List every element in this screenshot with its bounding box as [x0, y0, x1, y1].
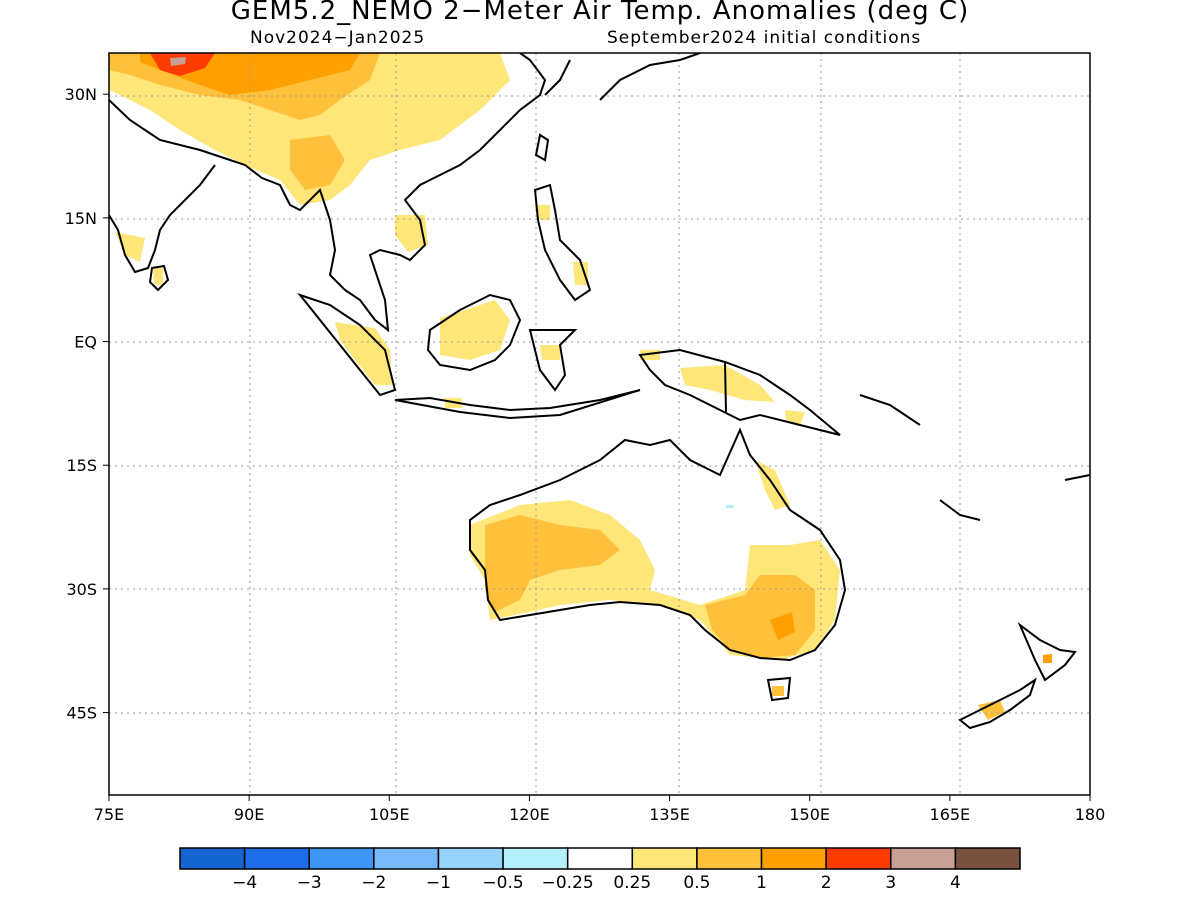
- border-png: [724, 361, 727, 413]
- anomaly-region-nz-north: [1043, 654, 1052, 663]
- colorbar-label: −0.5: [482, 873, 523, 893]
- forecast-period: Nov2024−Jan2025: [250, 28, 426, 48]
- map-grid: [109, 53, 1090, 795]
- colorbar-swatch: [437, 847, 504, 870]
- latitude-tick-label: 15S: [66, 456, 97, 475]
- coast-korea: [544, 59, 571, 96]
- coast-tasmania: [766, 676, 792, 702]
- coast-sumatra: [297, 292, 397, 397]
- coast-srilanka: [148, 264, 170, 292]
- anomaly-region-asia-max: [170, 57, 186, 66]
- colorbar-label: 1: [756, 873, 767, 893]
- anomaly-region-tasmania: [772, 686, 784, 696]
- latitude-tick-label: 45S: [66, 704, 97, 723]
- coast-nz-north: [1017, 621, 1077, 682]
- longitude-tick-label: 120E: [509, 805, 550, 824]
- latitude-tick-label: 30N: [65, 85, 97, 104]
- initial-conditions: September2024 initial conditions: [607, 28, 922, 48]
- colorbar-swatch: [308, 847, 375, 870]
- coast-newguinea: [638, 348, 841, 436]
- anomaly-shading: [109, 53, 1052, 720]
- coast-india: [109, 164, 216, 274]
- colorbar-label: 0.25: [613, 873, 651, 893]
- map-title: GEM5.2_NEMO 2−Meter Air Temp. Anomalies …: [230, 0, 970, 26]
- colorbar-swatch: [502, 847, 569, 870]
- longitude-tick-label: 180: [1075, 805, 1106, 824]
- longitude-tick-label: 135E: [649, 805, 690, 824]
- coast-japan: [599, 53, 701, 101]
- latitude-tick-label: EQ: [74, 333, 97, 352]
- coast-java: [394, 389, 641, 420]
- coast-nz-south: [958, 677, 1037, 730]
- colorbar-label: −2: [361, 873, 386, 893]
- colorbar-label: 2: [821, 873, 832, 893]
- anomaly-region-srilanka: [153, 268, 163, 286]
- colorbar-label: −3: [297, 873, 322, 893]
- coast-australia: [469, 427, 847, 662]
- coast-philippines: [533, 183, 592, 302]
- longitude-tick-label: 165E: [930, 805, 971, 824]
- longitude-ticks: 75E 90E 105E 120E 135E 150E 165E 180: [94, 795, 1106, 824]
- coast-fiji: [1064, 474, 1090, 481]
- colorbar-label: 3: [885, 873, 896, 893]
- coast-taiwan: [534, 133, 550, 162]
- latitude-ticks: 30N 15N EQ 15S 30S 45S: [65, 85, 109, 723]
- colorbar-label: 0.5: [683, 873, 710, 893]
- longitude-tick-label: 150E: [789, 805, 830, 824]
- colorbar-swatch: [566, 847, 634, 870]
- colorbar-swatch: [954, 847, 1021, 870]
- anomaly-region-australia-hot: [770, 612, 795, 640]
- anomaly-region-india: [115, 232, 145, 262]
- colorbar-label: 4: [950, 873, 961, 893]
- colorbar-label: −1: [426, 873, 451, 893]
- coast-sulawesi: [528, 329, 578, 392]
- coast-vanuatu: [939, 499, 981, 521]
- coast-borneo: [426, 293, 522, 372]
- anomaly-region-nz-south: [978, 700, 1005, 720]
- anomaly-region-sulawesi: [540, 345, 560, 360]
- anomaly-region-sumatra: [335, 322, 392, 385]
- colorbar-swatch: [243, 847, 310, 870]
- colorbar-label: −4: [232, 873, 257, 893]
- colorbar-swatch: [890, 847, 957, 870]
- anomaly-region-indochina: [395, 215, 428, 252]
- colorbar-swatch: [760, 847, 827, 870]
- anomaly-region-philippines: [535, 205, 550, 220]
- colorbar: −4 −3 −2 −1 −0.5 −0.25 0.25 0.5 1 2 3 4: [179, 847, 1021, 893]
- anomaly-region-australia-southeast: [705, 575, 815, 658]
- longitude-tick-label: 90E: [234, 805, 264, 824]
- anomaly-region-philippines2: [573, 262, 588, 285]
- anomaly-region-asia-medium2: [290, 135, 345, 190]
- colorbar-swatch: [696, 847, 763, 870]
- latitude-tick-label: 30S: [66, 580, 97, 599]
- coastlines: [109, 53, 1090, 730]
- anomaly-region-cool: [726, 505, 734, 508]
- latitude-tick-label: 15N: [65, 209, 97, 228]
- anomaly-region-newguinea: [680, 365, 775, 402]
- colorbar-swatch: [179, 847, 246, 870]
- anomaly-region-australia-west: [485, 515, 620, 612]
- colorbar-label: −0.25: [542, 873, 594, 893]
- longitude-tick-label: 105E: [369, 805, 410, 824]
- anomaly-region-borneo: [440, 300, 510, 360]
- colorbar-swatch: [825, 847, 892, 870]
- colorbar-swatch: [373, 847, 440, 870]
- colorbar-swatch: [631, 847, 698, 870]
- coast-solomon: [859, 394, 921, 426]
- map-frame: [108, 52, 1091, 796]
- coast-asia: [109, 53, 547, 333]
- anomaly-region-newguinea2: [785, 410, 805, 425]
- longitude-tick-label: 75E: [94, 805, 124, 824]
- anomaly-region-asia-hot: [150, 53, 215, 76]
